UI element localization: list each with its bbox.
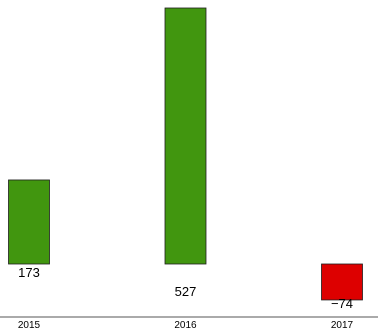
value-label-2015: 173 bbox=[18, 265, 40, 280]
bar-2016 bbox=[164, 7, 207, 265]
value-label-2016: 527 bbox=[175, 284, 197, 299]
bars-group bbox=[8, 7, 363, 301]
x-tick-label-2016: 2016 bbox=[174, 320, 197, 329]
bar-2017 bbox=[321, 263, 363, 301]
x-tick-label-2017: 2017 bbox=[331, 320, 354, 329]
value-label-2017: −74 bbox=[331, 296, 353, 311]
bar-2015 bbox=[8, 179, 50, 265]
labels-group: 173 2015 527 2016 −74 2017 bbox=[18, 265, 354, 329]
x-tick-label-2015: 2015 bbox=[18, 320, 41, 329]
